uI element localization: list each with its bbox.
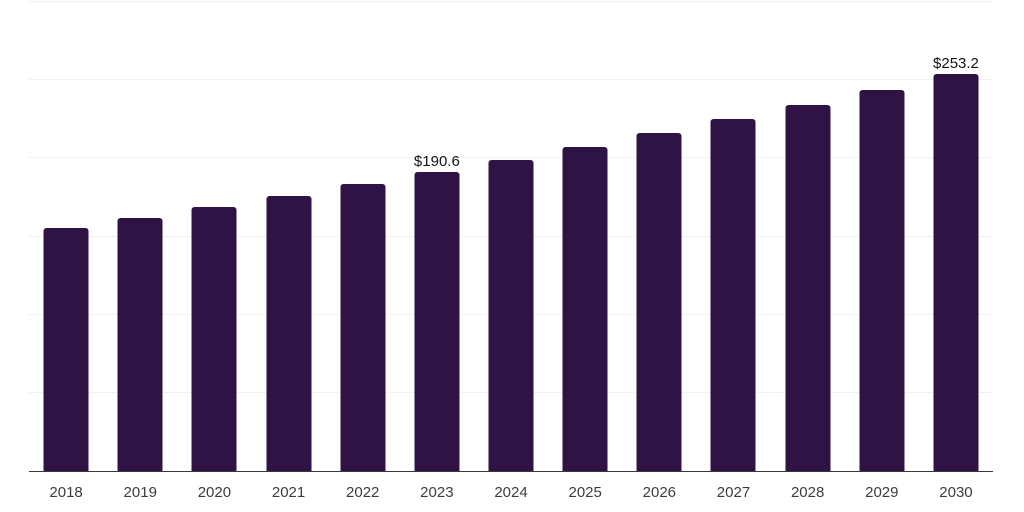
bar xyxy=(636,133,682,471)
bar xyxy=(562,146,608,471)
bar xyxy=(785,104,831,471)
bar xyxy=(710,119,756,471)
gridline xyxy=(29,157,993,159)
bar: $190.6 xyxy=(414,154,460,471)
x-tick-label: 2025 xyxy=(568,484,602,501)
bar-slot xyxy=(622,1,696,471)
x-tick-label: 2023 xyxy=(420,484,454,501)
x-tick-label: 2027 xyxy=(716,484,751,501)
bar xyxy=(191,207,237,471)
bar-slot xyxy=(474,1,548,471)
bar-slot: $190.6 xyxy=(400,1,474,471)
x-tick-label: 2024 xyxy=(494,484,528,501)
bar: $253.2 xyxy=(933,56,979,471)
value-label: $253.2 xyxy=(933,55,979,73)
x-axis-line xyxy=(29,470,993,472)
bar-slot xyxy=(251,1,325,471)
bar-slot: $253.2 xyxy=(919,1,993,471)
bar-slot xyxy=(845,1,919,471)
bar-slot xyxy=(177,1,251,471)
bar-slot xyxy=(771,1,845,471)
bar-slot xyxy=(548,1,622,471)
plot-area: $190.6 $253.2 xyxy=(29,0,993,472)
bar xyxy=(117,217,163,471)
value-label: $190.6 xyxy=(413,153,460,171)
x-tick-label: 2029 xyxy=(865,484,899,501)
x-tick-label: 2018 xyxy=(49,484,83,501)
bars-row: $190.6 $253.2 xyxy=(29,1,993,471)
bar xyxy=(43,228,89,471)
bar-slot xyxy=(29,1,103,471)
x-tick-label: 2020 xyxy=(197,484,232,501)
x-tick-label: 2030 xyxy=(939,484,973,501)
bar xyxy=(266,196,312,471)
x-tick-label: 2028 xyxy=(790,484,825,501)
x-axis-labels: 2018 2019 2020 2021 2022 2023 2024 2025 2026 2027… xyxy=(29,484,993,502)
gridline xyxy=(29,78,993,80)
bar-slot xyxy=(326,1,400,471)
x-tick-label: 2022 xyxy=(346,484,380,501)
bar-slot xyxy=(696,1,770,471)
bar xyxy=(340,184,386,471)
bar-slot xyxy=(103,1,177,471)
x-tick-label: 2021 xyxy=(271,484,306,501)
bar xyxy=(488,159,534,471)
x-tick-label: 2019 xyxy=(123,484,157,501)
bar xyxy=(859,89,905,471)
x-tick-label: 2026 xyxy=(642,484,677,501)
gridline xyxy=(29,0,993,2)
